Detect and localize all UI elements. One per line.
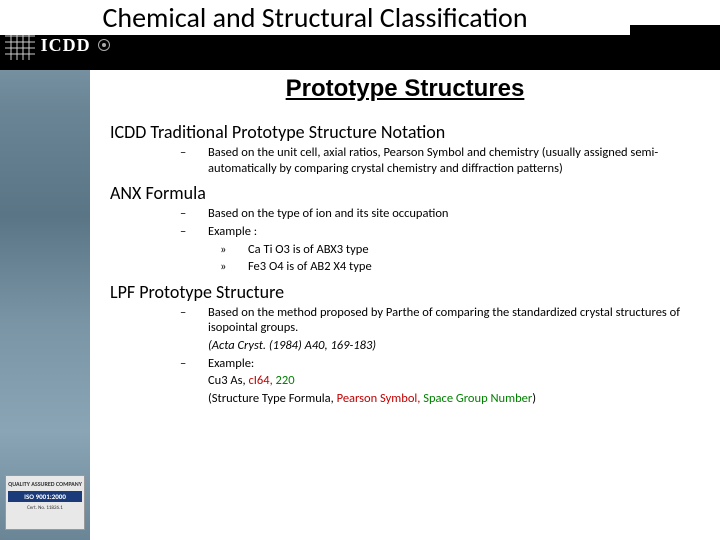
slide-title: Chemical and Structural Classification bbox=[0, 0, 630, 35]
list-item: – Based on the method proposed by Parthe… bbox=[180, 305, 700, 336]
logo-text: ICDD bbox=[41, 35, 91, 56]
dash-icon: – bbox=[180, 145, 208, 176]
badge-mid: ISO 9001:2000 bbox=[8, 491, 82, 502]
sub-list-item-text: Ca Ti O3 is of ABX3 type bbox=[248, 242, 700, 258]
list-item: – Example: bbox=[180, 356, 700, 372]
dash-icon: – bbox=[180, 224, 208, 240]
legend-close: ) bbox=[532, 391, 536, 406]
example-legend: (Structure Type Formula, Pearson Symbol,… bbox=[208, 391, 700, 407]
list-item: – Based on the type of ion and its site … bbox=[180, 206, 700, 222]
badge-top: QUALITY ASSURED COMPANY bbox=[8, 480, 82, 488]
sidebar-image bbox=[0, 0, 90, 540]
formula-spacegroup: 220 bbox=[276, 373, 295, 388]
dash-icon: – bbox=[180, 206, 208, 222]
logo-target-icon bbox=[98, 39, 110, 51]
sub-list-item: » Ca Ti O3 is of ABX3 type bbox=[220, 242, 700, 258]
dash-icon: – bbox=[180, 356, 208, 372]
section-heading: ICDD Traditional Prototype Structure Not… bbox=[110, 121, 700, 143]
legend-pearson: Pearson Symbol, bbox=[334, 391, 421, 406]
slide-subtitle: Prototype Structures bbox=[110, 75, 700, 103]
raquo-icon: » bbox=[220, 259, 248, 275]
raquo-icon: » bbox=[220, 242, 248, 258]
main-area: Prototype Structures ICDD Traditional Pr… bbox=[90, 0, 720, 540]
legend-part: (Structure Type Formula, bbox=[208, 391, 334, 406]
list-item-text: Example : bbox=[208, 224, 700, 240]
list-item: – Example : bbox=[180, 224, 700, 240]
example-formula: Cu3 As, cI64, 220 bbox=[208, 373, 700, 389]
legend-spacegroup: Space Group Number bbox=[420, 391, 532, 406]
list-item: – Based on the unit cell, axial ratios, … bbox=[180, 145, 700, 176]
quality-badge: QUALITY ASSURED COMPANY ISO 9001:2000 Ce… bbox=[5, 475, 85, 530]
list-item-text: Based on the method proposed by Parthe o… bbox=[208, 305, 700, 336]
section-heading: ANX Formula bbox=[110, 182, 700, 204]
formula-part: Cu3 As, bbox=[208, 373, 246, 388]
sub-list-item-text: Fe3 O4 is of AB2 X4 type bbox=[248, 259, 700, 275]
citation-text: (Acta Cryst. (1984) A40, 169-183) bbox=[208, 338, 700, 354]
content-area: Prototype Structures ICDD Traditional Pr… bbox=[90, 75, 720, 409]
list-item-text: Example: bbox=[208, 356, 700, 372]
list-item-text: Based on the type of ion and its site oc… bbox=[208, 206, 700, 222]
section-heading: LPF Prototype Structure bbox=[110, 281, 700, 303]
badge-bot: Cert. No. 11826.1 bbox=[8, 505, 82, 511]
formula-pearson: cI64, bbox=[248, 373, 272, 388]
dash-icon: – bbox=[180, 305, 208, 336]
list-item-text: Based on the unit cell, axial ratios, Pe… bbox=[208, 145, 700, 176]
sub-list-item: » Fe3 O4 is of AB2 X4 type bbox=[220, 259, 700, 275]
